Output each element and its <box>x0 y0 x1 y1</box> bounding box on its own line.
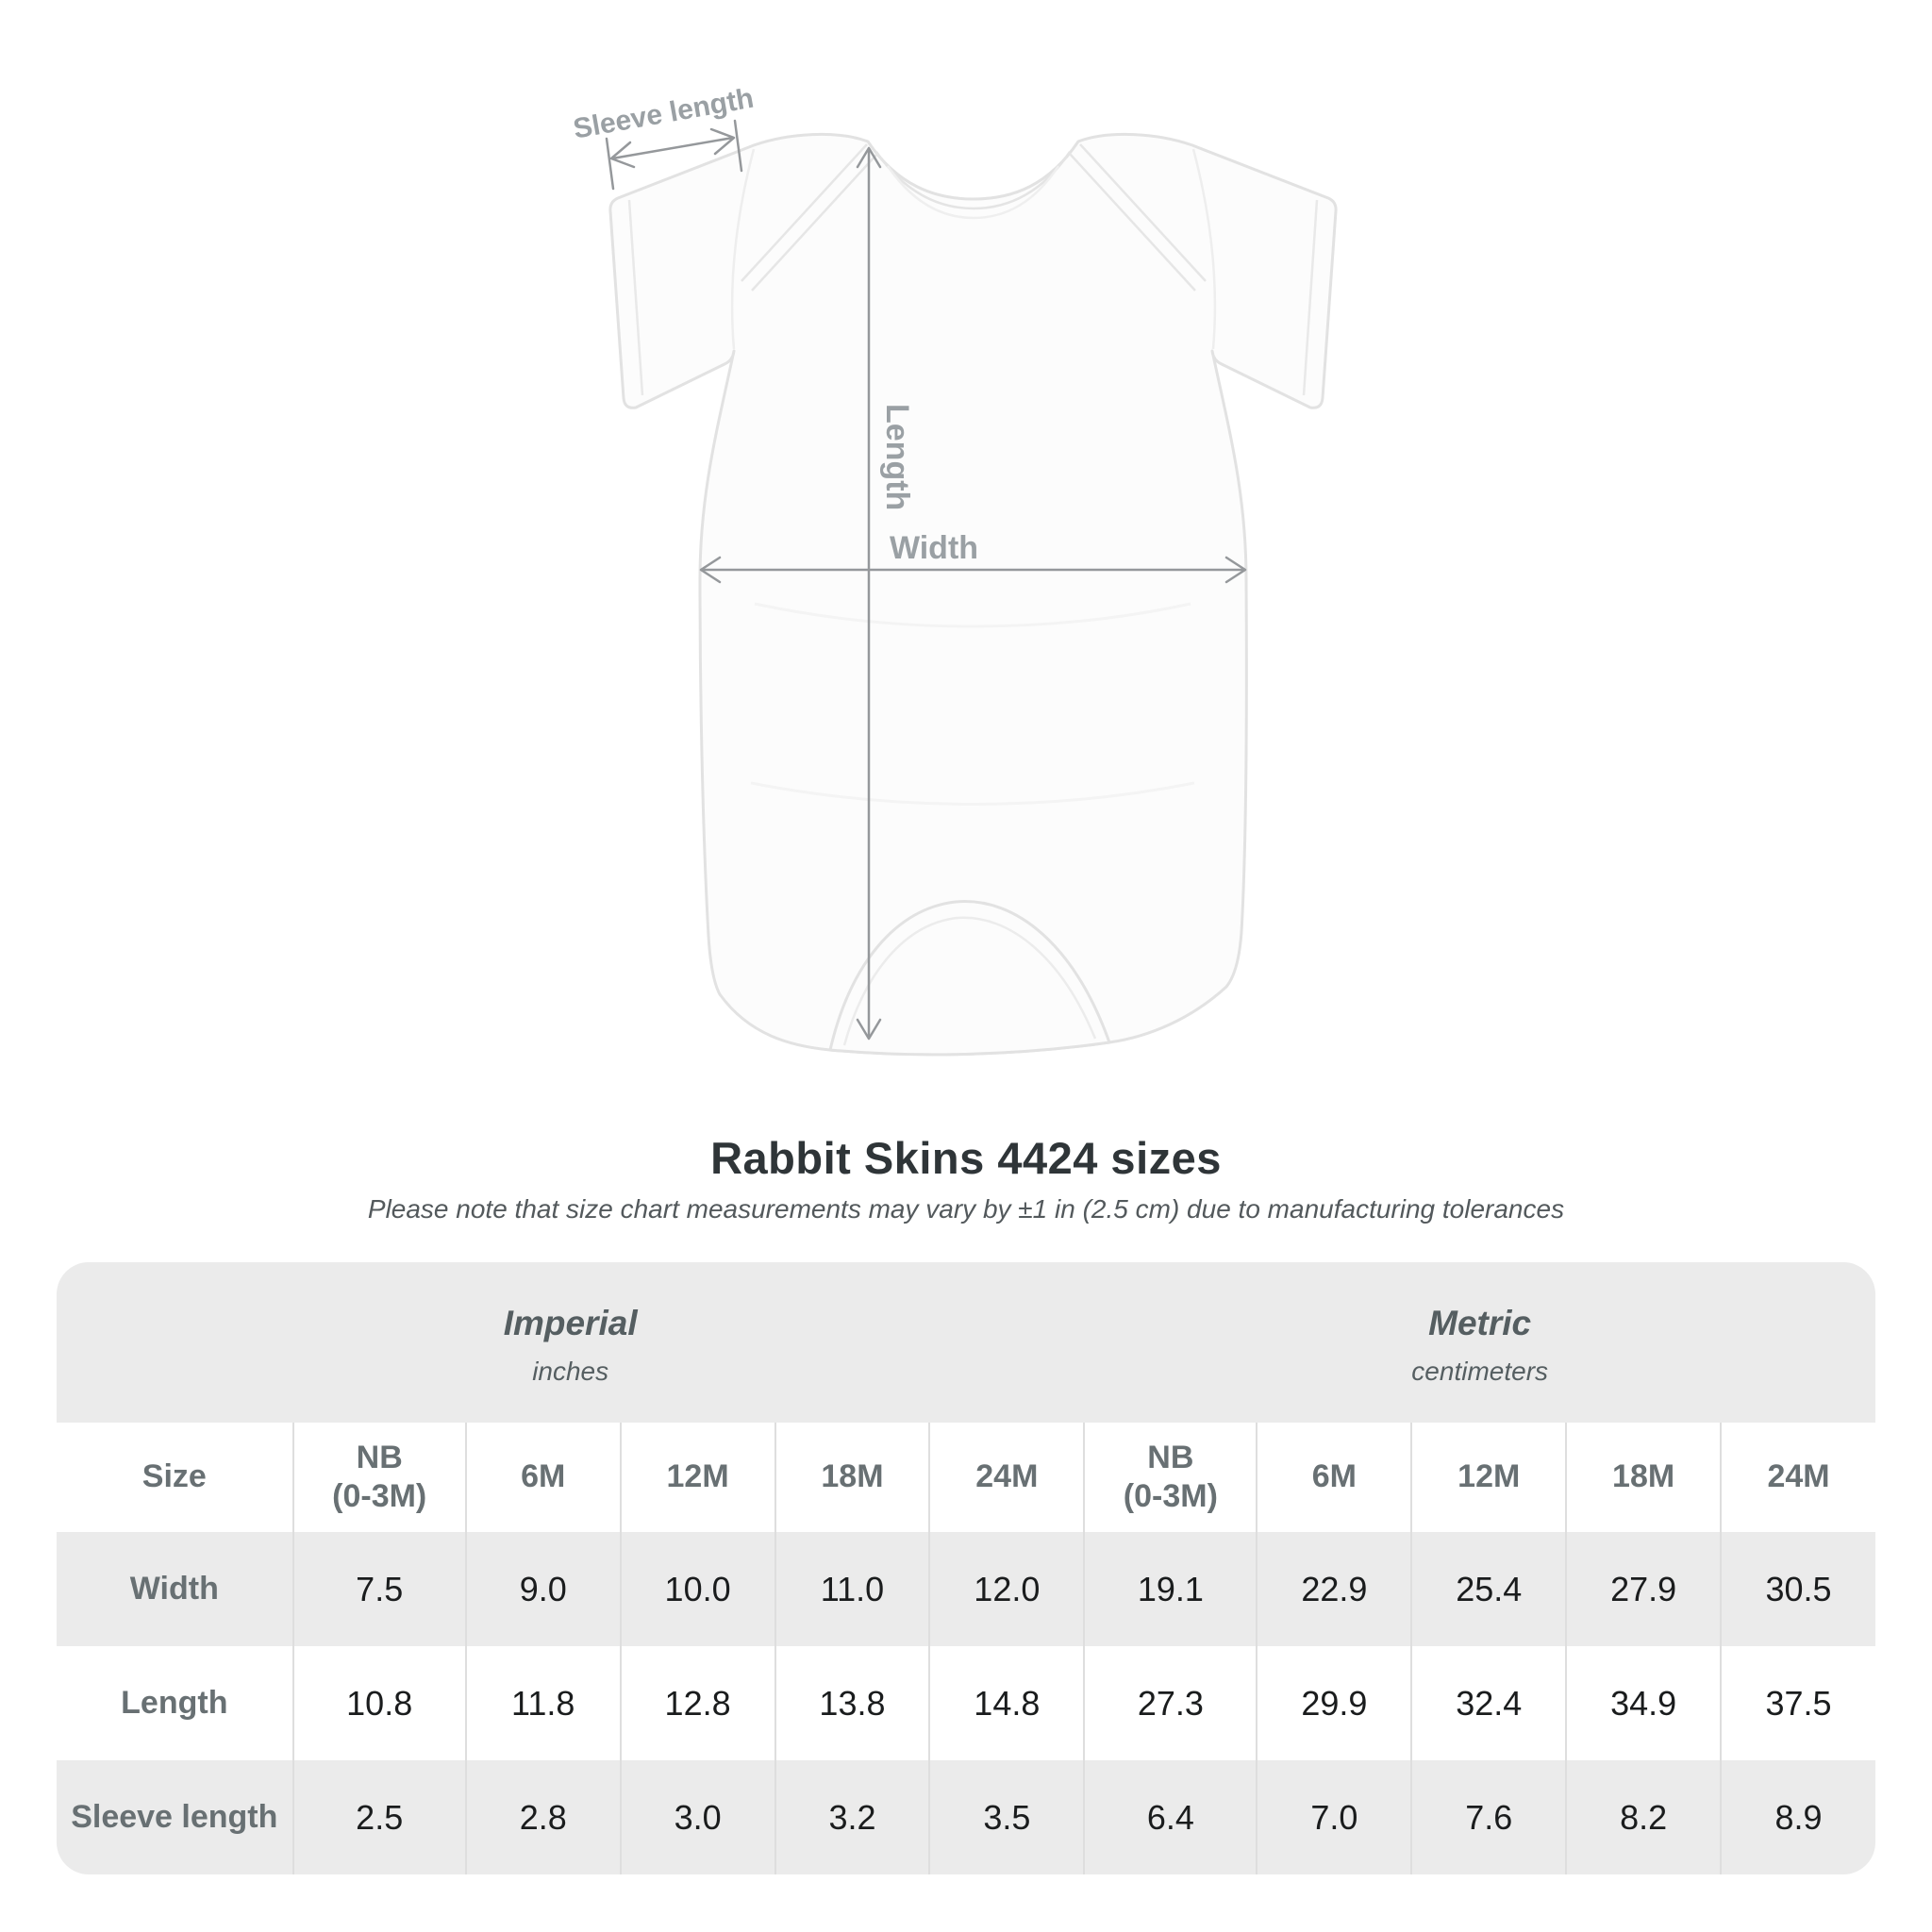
value-cell: 29.9 <box>1256 1646 1412 1760</box>
metric-title: Metric <box>1428 1304 1532 1342</box>
onesie-diagram: Sleeve length Length Width <box>571 83 1338 1057</box>
value-cell: 32.4 <box>1410 1646 1567 1760</box>
right-armhole-seam <box>1191 148 1217 350</box>
value-cell: 14.8 <box>928 1646 1085 1760</box>
sleeve-arrowhead-right <box>709 127 736 156</box>
metric-section-header: Metric centimeters <box>1084 1262 1875 1423</box>
value-cell: 37.5 <box>1720 1646 1875 1760</box>
column-header-imperial-nb: NB (0-3M) <box>291 1423 466 1532</box>
length-arrowhead-top <box>856 146 882 169</box>
value-cell: 6.4 <box>1083 1760 1257 1874</box>
table-row-width: Width 7.5 9.0 10.0 11.0 12.0 19.1 22.9 2… <box>57 1532 1875 1646</box>
length-arrowhead-bottom <box>856 1018 882 1041</box>
value-cell: 10.8 <box>291 1646 466 1760</box>
row-label-width: Width <box>129 1571 219 1607</box>
value-cell: 19.1 <box>1083 1532 1257 1646</box>
imperial-section-header: Imperial inches <box>57 1262 1084 1423</box>
width-arrowhead-left <box>699 556 722 584</box>
value-cell: 3.2 <box>774 1760 930 1874</box>
sleeve-extension-tick-right <box>733 119 743 173</box>
value-cell: 2.8 <box>464 1760 621 1874</box>
value-cell: 11.8 <box>464 1646 621 1760</box>
left-armhole-seam <box>730 148 756 350</box>
value-cell: 25.4 <box>1410 1532 1567 1646</box>
table-row-length: Length 10.8 11.8 12.8 13.8 14.8 27.3 29.… <box>57 1646 1875 1760</box>
column-header-metric-24m: 24M <box>1720 1423 1875 1532</box>
value-cell: 12.0 <box>928 1532 1085 1646</box>
column-header-imperial-12m: 12M <box>619 1423 775 1532</box>
onesie-body <box>608 132 1338 1057</box>
value-cell: 30.5 <box>1720 1532 1875 1646</box>
value-cell: 11.0 <box>774 1532 930 1646</box>
row-label-length: Length <box>121 1685 228 1721</box>
column-header-imperial-24m: 24M <box>928 1423 1085 1532</box>
length-label: Length <box>879 404 915 510</box>
value-cell: 27.9 <box>1565 1532 1722 1646</box>
left-shoulder-flap-seam <box>741 143 878 291</box>
value-cell: 8.2 <box>1565 1760 1722 1874</box>
column-header-metric-18m: 18M <box>1565 1423 1722 1532</box>
value-cell: 7.6 <box>1410 1760 1567 1874</box>
sleeve-extension-tick-left <box>605 137 615 191</box>
value-cell: 22.9 <box>1256 1532 1412 1646</box>
value-cell: 12.8 <box>619 1646 775 1760</box>
table-header-row: Size NB (0-3M) 6M 12M 18M 24M NB (0-3M) … <box>57 1423 1875 1532</box>
value-cell: 10.0 <box>619 1532 775 1646</box>
neckband-inner-seam <box>886 165 1060 220</box>
table-row-sleeve-length: Sleeve length 2.5 2.8 3.0 3.2 3.5 6.4 7.… <box>57 1760 1875 1874</box>
column-header-imperial-6m: 6M <box>464 1423 621 1532</box>
imperial-unit: inches <box>532 1357 609 1386</box>
value-cell: 8.9 <box>1720 1760 1875 1874</box>
right-sleeve-hem <box>1302 199 1319 396</box>
value-cell: 3.0 <box>619 1760 775 1874</box>
imperial-title: Imperial <box>503 1304 638 1342</box>
column-header-imperial-18m: 18M <box>774 1423 930 1532</box>
value-cell: 2.5 <box>291 1760 466 1874</box>
value-cell: 34.9 <box>1565 1646 1722 1760</box>
right-shoulder-flap-seam <box>1069 143 1207 291</box>
sleeve-arrowhead-left <box>609 141 636 169</box>
fabric-crease <box>750 602 1195 806</box>
sleeve-dimension-line <box>610 136 735 160</box>
width-label: Width <box>890 530 978 566</box>
row-label-sleeve-length: Sleeve length <box>71 1799 278 1835</box>
value-cell: 7.5 <box>291 1532 466 1646</box>
left-sleeve-hem <box>627 199 644 396</box>
crotch-flap <box>828 900 1111 1057</box>
value-cell: 13.8 <box>774 1646 930 1760</box>
column-header-metric-12m: 12M <box>1410 1423 1567 1532</box>
tolerance-note: Please note that size chart measurements… <box>367 1194 1565 1224</box>
column-header-metric-6m: 6M <box>1256 1423 1412 1532</box>
column-header-metric-nb: NB (0-3M) <box>1083 1423 1257 1532</box>
value-cell: 3.5 <box>928 1760 1085 1874</box>
unit-band: Imperial inches Metric centimeters <box>57 1262 1875 1423</box>
value-cell: 9.0 <box>464 1532 621 1646</box>
neckband-seam <box>874 151 1072 210</box>
size-header-cell: Size <box>142 1458 207 1495</box>
value-cell: 7.0 <box>1256 1760 1412 1874</box>
size-table: Imperial inches Metric centimeters Size … <box>57 1262 1875 1874</box>
value-cell: 27.3 <box>1083 1646 1257 1760</box>
metric-unit: centimeters <box>1411 1357 1549 1386</box>
page-title: Rabbit Skins 4424 sizes <box>710 1133 1222 1183</box>
width-arrowhead-right <box>1224 556 1247 584</box>
